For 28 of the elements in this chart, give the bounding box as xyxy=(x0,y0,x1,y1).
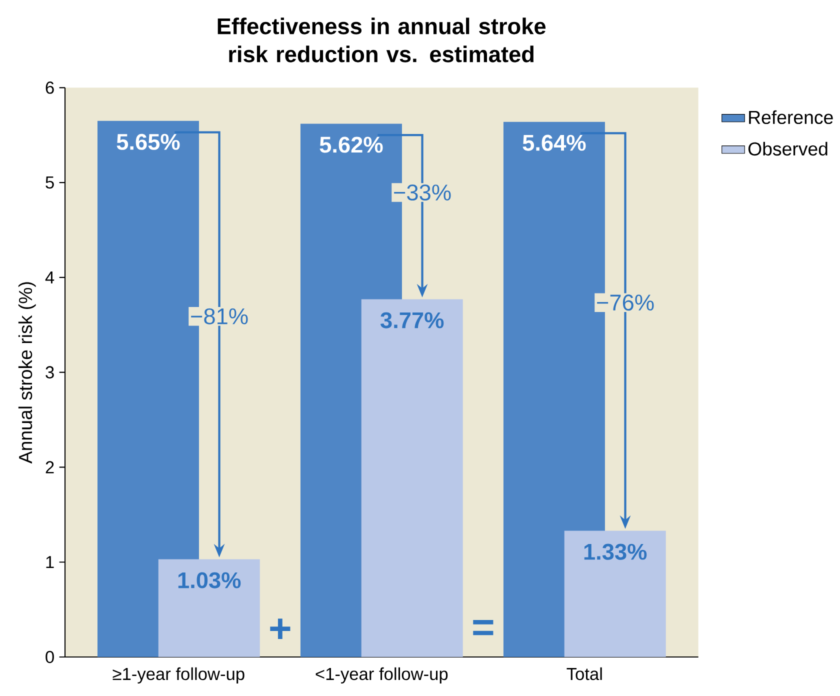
data-label: 3.77% xyxy=(380,312,444,328)
annotation: + xyxy=(270,618,290,640)
data-label: 1.03% xyxy=(178,572,241,588)
bar xyxy=(564,530,666,657)
y-axis-title: Annual stroke risk (%) xyxy=(18,282,36,464)
annotation: = xyxy=(473,620,494,636)
y-tick-label: 4 xyxy=(45,271,54,284)
legend-label: Observed xyxy=(748,142,828,156)
annotation: −76% xyxy=(597,294,654,311)
data-label: 5.64% xyxy=(522,134,586,151)
bar xyxy=(361,299,463,657)
y-tick-label: 6 xyxy=(46,82,54,94)
y-tick-label: 3 xyxy=(46,366,54,378)
y-tick-label: 1 xyxy=(46,556,54,568)
annotation: −33% xyxy=(394,184,451,201)
x-tick-label: Total xyxy=(566,667,602,680)
x-tick-label: <1-year follow-up xyxy=(316,667,448,684)
legend-label: Reference xyxy=(749,110,833,124)
y-tick-label: 2 xyxy=(46,461,54,474)
data-label: 5.65% xyxy=(116,134,180,150)
annotation: −81% xyxy=(191,308,248,324)
chart-title: Effectiveness in annual stroke risk reduction vs. estimated xyxy=(218,18,546,62)
bar xyxy=(158,559,260,657)
y-tick-label: 5 xyxy=(46,176,54,189)
data-label: 1.33% xyxy=(584,544,647,560)
data-label: 5.62% xyxy=(320,136,383,153)
x-tick-label: ≥1-year follow-up xyxy=(112,667,244,684)
y-tick-label: 0 xyxy=(46,650,54,664)
